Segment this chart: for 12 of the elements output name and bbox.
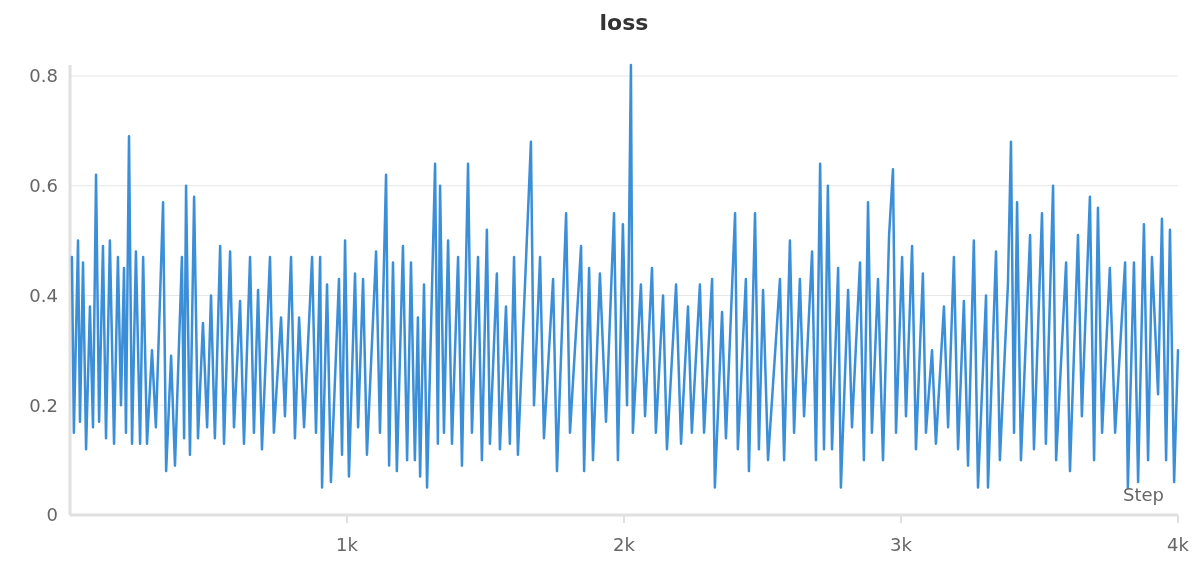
x-axis-title: Step <box>1123 484 1164 505</box>
y-tick-label: 0.2 <box>29 394 58 416</box>
y-tick-label: 0.8 <box>29 65 58 87</box>
line-series <box>70 63 1180 489</box>
chart-title: loss <box>599 10 649 35</box>
x-tick-label: 3k <box>890 534 913 555</box>
x-tick-label: 4k <box>1167 534 1190 555</box>
y-tick-label: 0.4 <box>29 284 58 306</box>
x-tick-label: 1k <box>336 534 359 555</box>
y-tick-label: 0.6 <box>29 175 58 197</box>
x-tick-label: 2k <box>613 534 636 555</box>
y-tick-label: 0 <box>46 504 58 526</box>
